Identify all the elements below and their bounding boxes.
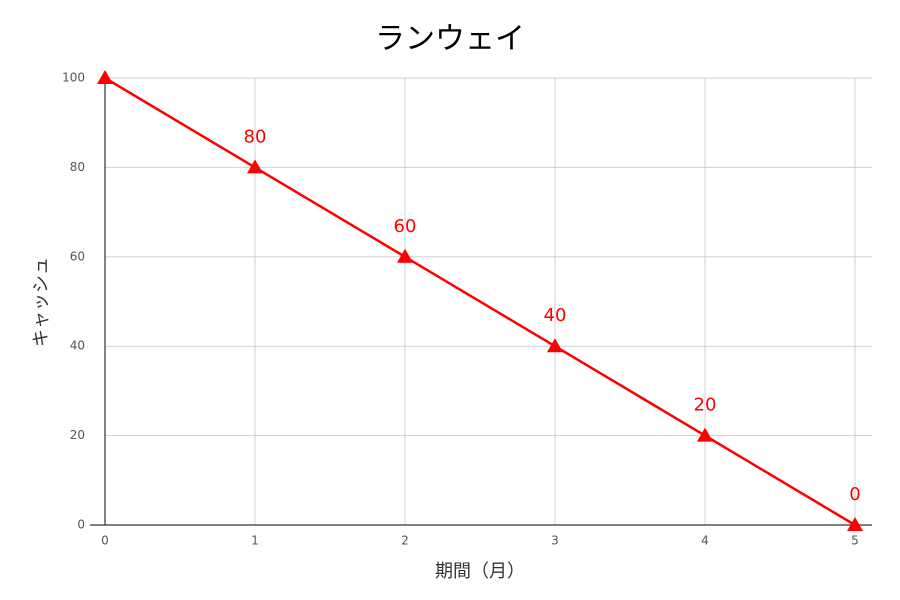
x-tick-label: 5 <box>851 534 859 548</box>
x-tick-label: 3 <box>551 534 559 548</box>
y-tick-label: 100 <box>62 71 85 85</box>
marker <box>97 70 113 84</box>
x-tick-label: 0 <box>101 534 109 548</box>
y-axis-label: キャッシュ <box>31 257 52 347</box>
marker <box>247 159 263 174</box>
x-tick-label: 2 <box>401 534 409 548</box>
y-tick-label: 80 <box>70 160 85 174</box>
marker <box>397 248 413 263</box>
marker <box>697 427 713 442</box>
x-tick-label: 1 <box>251 534 259 548</box>
y-tick-label: 60 <box>70 249 85 263</box>
x-tick-label: 4 <box>701 534 709 548</box>
y-tick-label: 40 <box>70 339 85 353</box>
marker <box>547 338 563 353</box>
x-axis-label: 期間（月） <box>435 561 525 582</box>
chart-title: ランウェイ <box>375 22 525 57</box>
data-label: 20 <box>694 395 717 416</box>
y-tick-label: 0 <box>77 518 85 532</box>
data-line <box>104 76 856 527</box>
data-label: 0 <box>849 484 860 505</box>
y-tick-label: 20 <box>70 428 85 442</box>
data-label: 60 <box>394 216 417 237</box>
data-label: 40 <box>544 305 567 326</box>
data-label: 80 <box>244 126 267 147</box>
marker <box>847 517 863 531</box>
